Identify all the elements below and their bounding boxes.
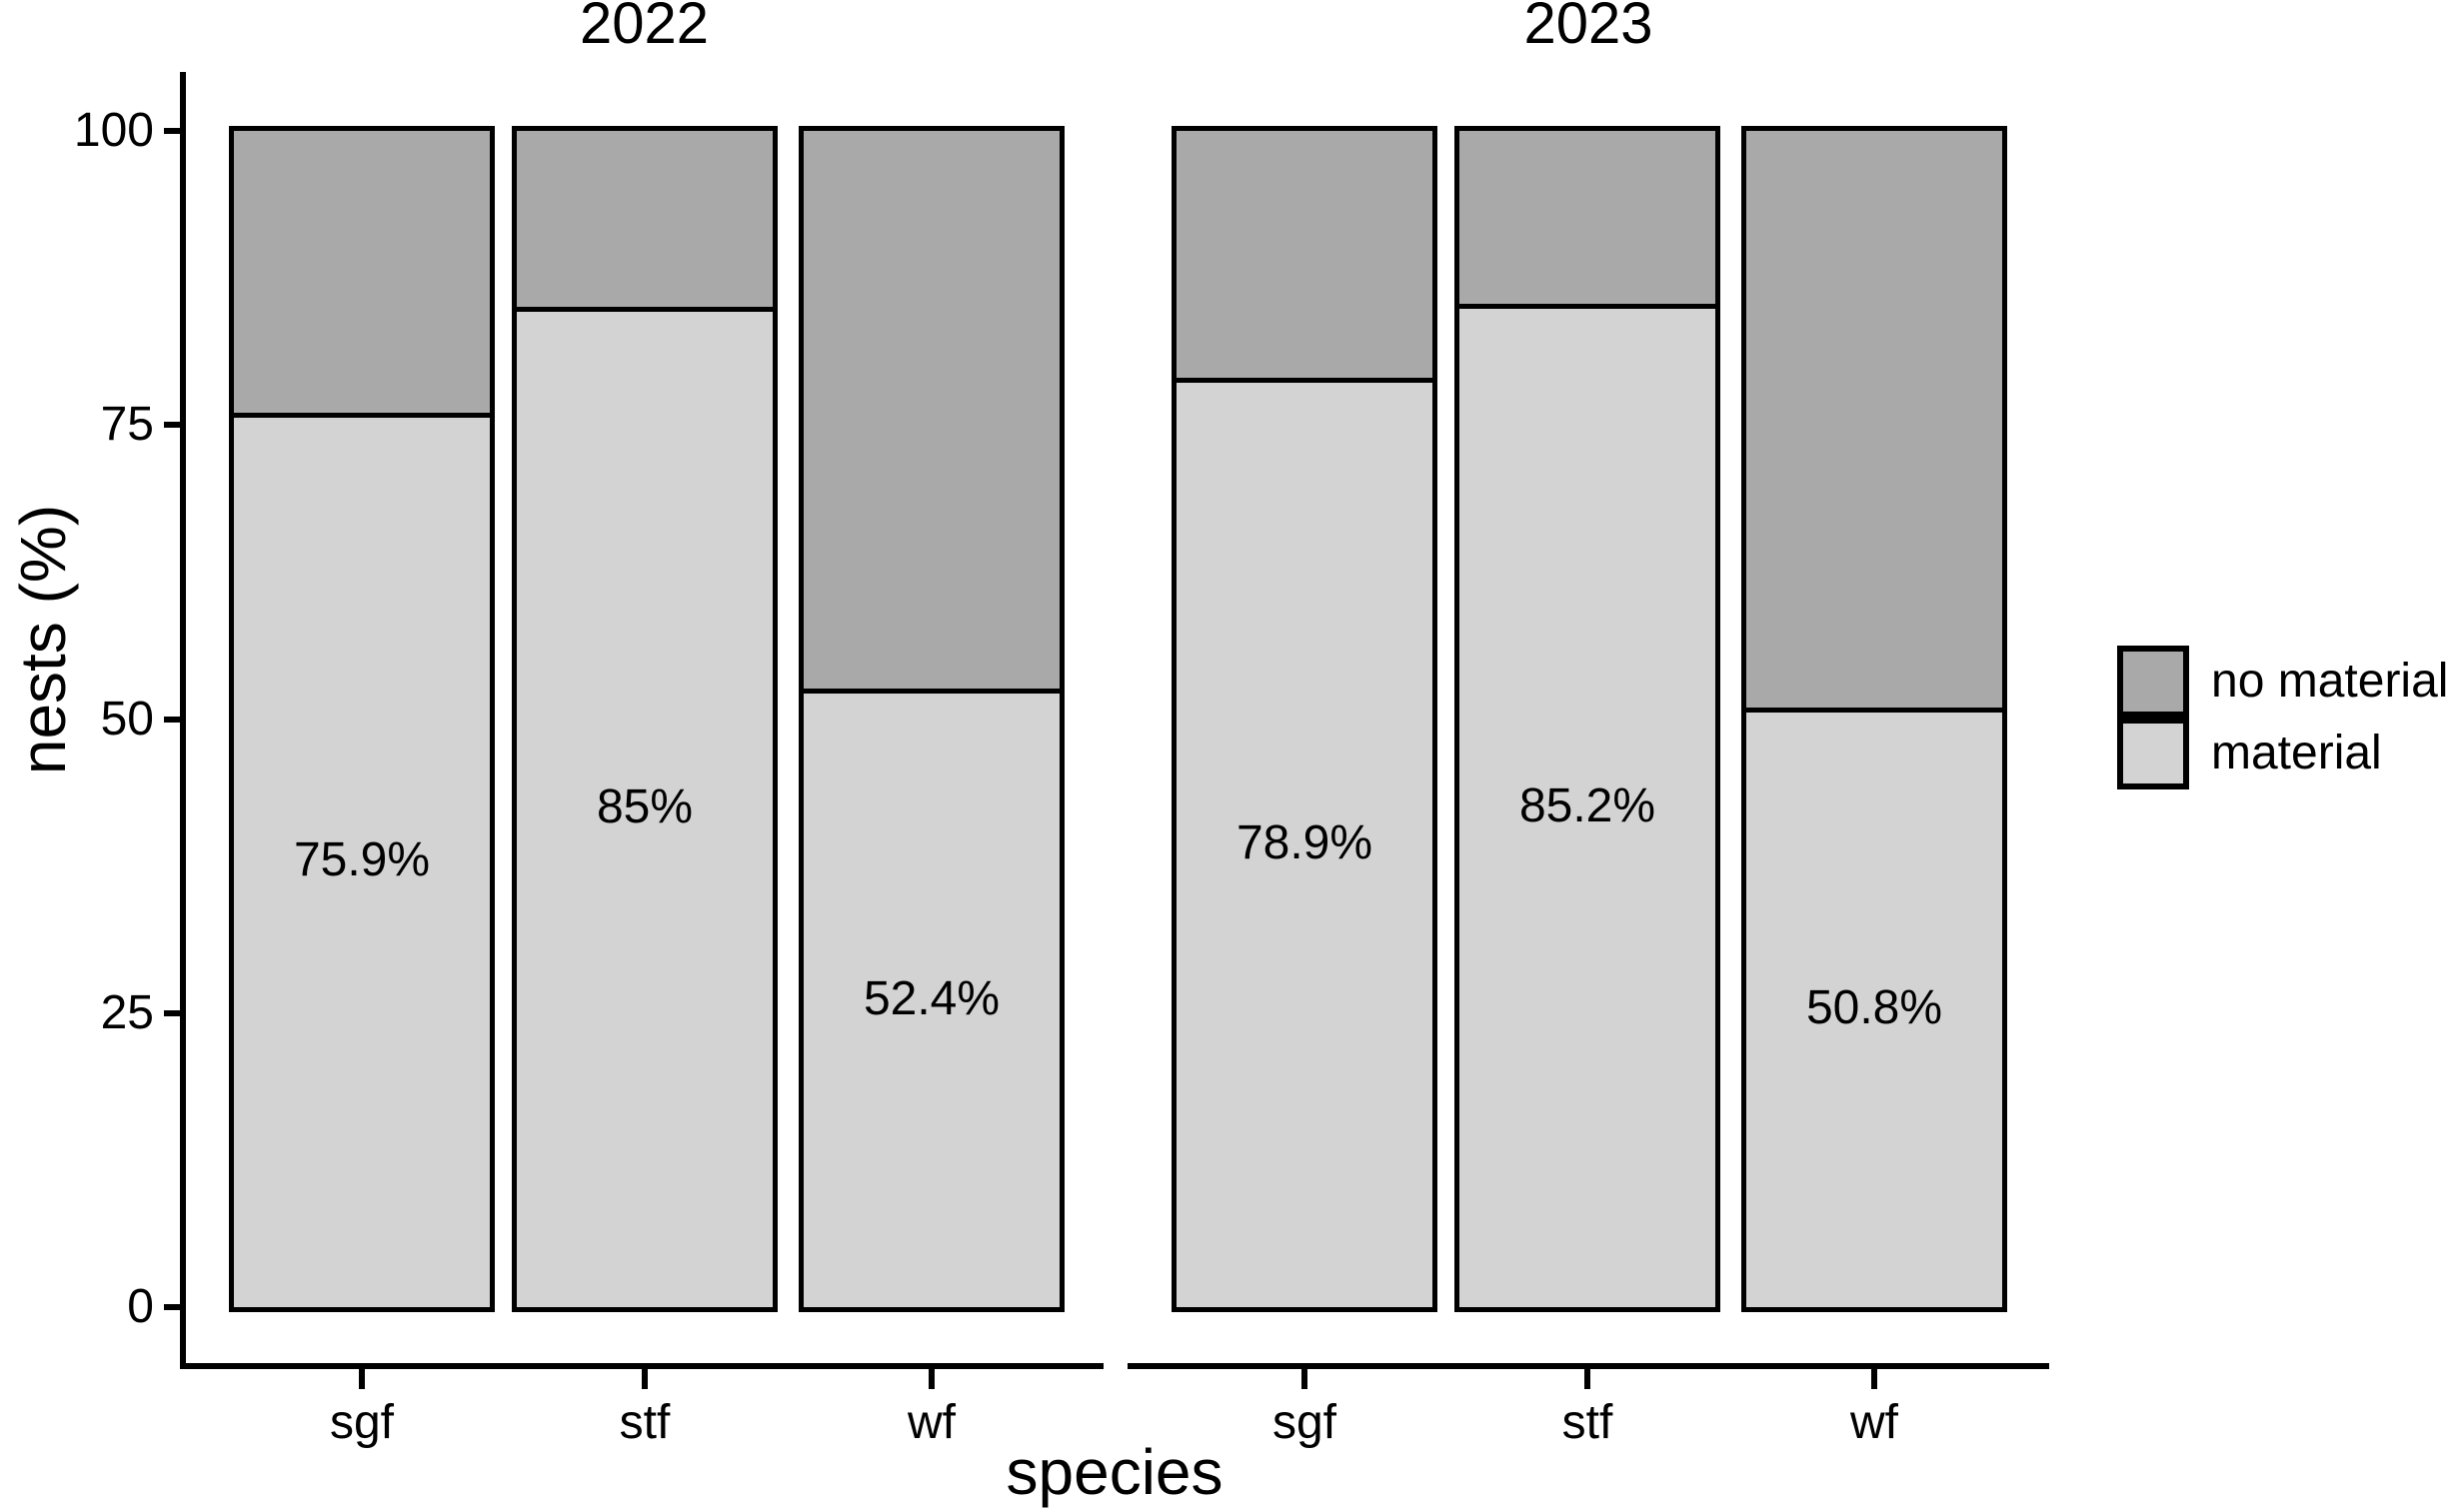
- bar-segment-no-material: [1459, 131, 1715, 305]
- bar-2022-stf: [512, 126, 778, 1312]
- bar-label: 78.9%: [1235, 815, 1373, 869]
- bar-2023-sgf: [1172, 126, 1437, 1312]
- y-axis-tick: [164, 1304, 180, 1310]
- legend-label: no material: [2211, 655, 2449, 708]
- legend-key-material: [2117, 718, 2189, 789]
- bar-label: 85%: [596, 779, 694, 833]
- bar-segment-no-material: [234, 131, 490, 414]
- bar-segment-material: [1459, 304, 1715, 1307]
- y-axis-tick-label: 0: [127, 1280, 154, 1333]
- x-axis-tick-label: wf: [1850, 1396, 1898, 1449]
- bar-2023-stf: [1454, 126, 1720, 1312]
- bar-segment-material: [1746, 707, 2002, 1307]
- legend-key-no-material: [2117, 646, 2189, 718]
- bar-label: 85.2%: [1518, 778, 1656, 832]
- y-axis-tick-label: 100: [73, 104, 154, 157]
- y-axis-tick-label: 50: [100, 692, 154, 746]
- y-axis-tick-label: 75: [100, 398, 154, 452]
- y-axis-tick: [164, 1009, 180, 1016]
- bar-label: 52.4%: [863, 971, 1001, 1025]
- y-axis-tick: [164, 716, 180, 723]
- facet-title-2022: 2022: [579, 0, 710, 56]
- legend-item: material: [2117, 718, 2382, 789]
- x-axis-tick: [1584, 1369, 1590, 1389]
- x-axis-tick-label: stf: [619, 1396, 671, 1449]
- bar-label: 50.8%: [1805, 981, 1943, 1035]
- legend-label: material: [2211, 727, 2382, 779]
- x-axis-tick: [929, 1369, 935, 1389]
- x-axis-tick-label: stf: [1561, 1396, 1613, 1449]
- bar-segment-no-material: [1177, 131, 1432, 379]
- bar-2022-wf: [799, 126, 1065, 1312]
- x-axis-line: [180, 1363, 1104, 1369]
- x-axis-tick: [1871, 1369, 1877, 1389]
- x-axis-tick-label: wf: [908, 1396, 956, 1449]
- x-axis-tick: [359, 1369, 365, 1389]
- bar-segment-no-material: [804, 131, 1060, 689]
- bar-segment-material: [517, 306, 773, 1307]
- bar-segment-material: [804, 688, 1060, 1307]
- bar-2023-wf: [1741, 126, 2007, 1312]
- x-axis-tick-label: sgf: [329, 1396, 395, 1449]
- bar-label: 75.9%: [293, 833, 431, 887]
- bar-segment-material: [1177, 378, 1432, 1307]
- bar-segment-no-material: [517, 131, 773, 307]
- x-axis-tick: [642, 1369, 648, 1389]
- x-axis-title: species: [1006, 1436, 1224, 1508]
- y-axis-line: [180, 72, 186, 1369]
- bar-2022-sgf: [229, 126, 495, 1312]
- legend-item: no material: [2117, 646, 2448, 718]
- bar-segment-material: [234, 413, 490, 1307]
- bar-segment-no-material: [1746, 131, 2002, 708]
- facet-title-2023: 2023: [1523, 0, 1653, 56]
- y-axis-tick: [164, 128, 180, 134]
- x-axis-tick-label: sgf: [1271, 1396, 1337, 1449]
- y-axis-tick: [164, 422, 180, 429]
- y-axis-tick-label: 25: [100, 985, 154, 1039]
- x-axis-tick: [1301, 1369, 1307, 1389]
- x-axis-line: [1128, 1363, 2049, 1369]
